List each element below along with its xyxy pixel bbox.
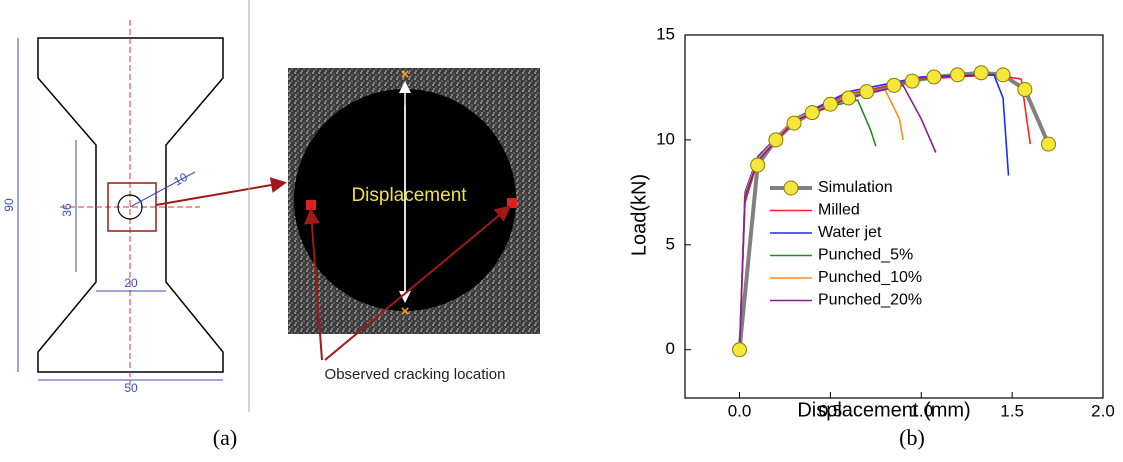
point-marker: × xyxy=(401,66,410,83)
caption: (b) xyxy=(899,425,925,450)
y-tick-label: 5 xyxy=(666,234,675,253)
x-tick-label: 2.0 xyxy=(1091,401,1115,420)
caption: (a) xyxy=(213,425,237,450)
y-tick-label: 15 xyxy=(656,24,675,43)
zoom-arrow xyxy=(156,183,283,205)
x-tick-label: 0.0 xyxy=(728,401,752,420)
series-marker xyxy=(887,78,901,92)
y-axis-label: Load(kN) xyxy=(628,174,650,256)
series-marker xyxy=(787,116,801,130)
series-marker xyxy=(1018,83,1032,97)
series-marker xyxy=(905,74,919,88)
y-tick-label: 10 xyxy=(656,129,675,148)
series-marker xyxy=(805,106,819,120)
series-marker xyxy=(823,97,837,111)
dimension-label: 36 xyxy=(60,203,74,217)
image-label: Displacement xyxy=(351,185,467,206)
legend-label: Punched_5% xyxy=(818,247,913,264)
dimension-label: 20 xyxy=(124,276,138,290)
legend-marker xyxy=(784,181,798,195)
series-marker xyxy=(733,343,747,357)
series-marker xyxy=(1041,137,1055,151)
series-line xyxy=(740,90,904,350)
legend-label: Water jet xyxy=(818,224,882,241)
y-tick-label: 0 xyxy=(666,339,675,358)
figure: 90 36 10 20 50 × × Displacement Observed… xyxy=(0,0,1123,462)
legend-label: Simulation xyxy=(818,179,893,196)
crack-marker xyxy=(507,198,517,208)
dic-image: × × Displacement Observed cracking locat… xyxy=(288,66,540,383)
x-axis-label: Displacement (mm) xyxy=(797,399,970,421)
series-marker xyxy=(927,70,941,84)
specimen-drawing: 90 36 10 20 50 xyxy=(2,20,283,395)
dimension-label: 50 xyxy=(124,381,138,395)
series-marker xyxy=(951,68,965,82)
legend-label: Milled xyxy=(818,202,860,219)
legend-label: Punched_10% xyxy=(818,269,922,286)
series-marker xyxy=(842,91,856,105)
series-marker xyxy=(996,68,1010,82)
dimension-label: 10 xyxy=(171,170,190,189)
series-marker xyxy=(751,158,765,172)
legend-label: Punched_20% xyxy=(818,292,922,309)
series-marker xyxy=(860,85,874,99)
series-marker xyxy=(974,66,988,80)
series-marker xyxy=(769,133,783,147)
x-tick-label: 1.5 xyxy=(1000,401,1024,420)
annotation: Observed cracking location xyxy=(325,366,506,383)
crack-marker xyxy=(306,200,316,210)
point-marker: × xyxy=(401,303,410,320)
dimension-label: 90 xyxy=(2,198,16,212)
